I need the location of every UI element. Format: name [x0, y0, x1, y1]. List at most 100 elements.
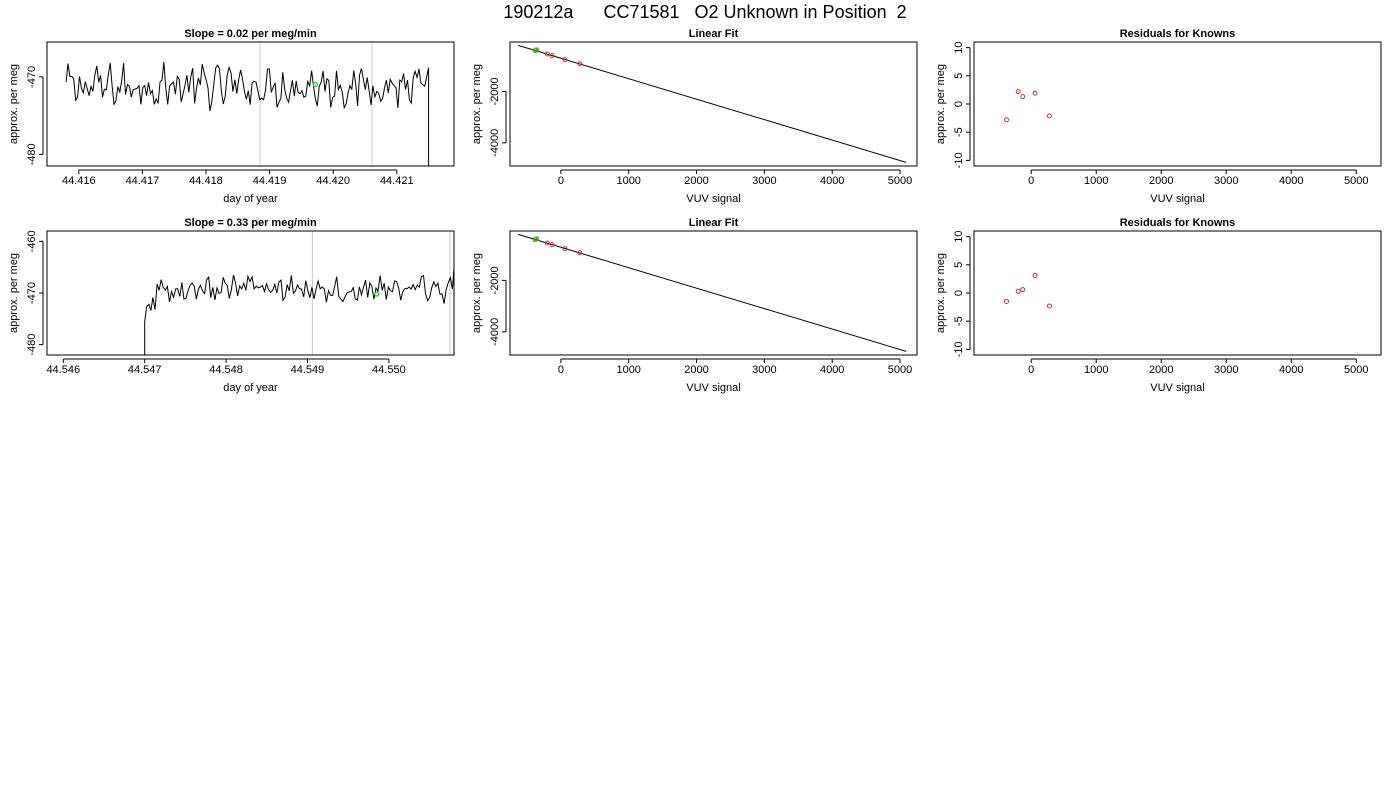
- x-tick-label: 3000: [1214, 175, 1238, 187]
- x-tick-label: 4000: [1279, 175, 1303, 187]
- unknown-point: [533, 47, 540, 53]
- y-tick-label: -470: [26, 66, 38, 88]
- x-tick-label: 44.421: [380, 175, 414, 187]
- known-point: [1015, 288, 1021, 294]
- unknown-point: [533, 236, 540, 242]
- x-tick-label: 44.419: [253, 175, 287, 187]
- x-tick-label: 2000: [684, 175, 708, 187]
- y-tick-label: -4000: [489, 129, 501, 157]
- x-tick-label: 2000: [1149, 175, 1173, 187]
- page-title: 190212a CC71581 O2 Unknown in Position 2: [503, 2, 906, 22]
- x-tick-label: 3000: [752, 364, 776, 376]
- plot-area: [517, 233, 907, 352]
- x-tick-label: 4000: [820, 175, 844, 187]
- panel-6: Residuals for Knowns 0 1000 2000 3000 4000 500…: [935, 217, 1382, 394]
- unknown-point: [312, 81, 319, 88]
- x-tick-label: 0: [558, 364, 564, 376]
- y-tick-label: -460: [26, 230, 38, 252]
- x-tick-label: 5000: [888, 175, 912, 187]
- y-tick-label: -10: [953, 341, 965, 357]
- x-tick-label: 4000: [1279, 364, 1303, 376]
- known-point: [1004, 298, 1010, 304]
- known-point: [577, 250, 583, 256]
- y-tick-label: -4000: [489, 318, 501, 346]
- y-tick-label: -10: [953, 152, 965, 168]
- x-tick-label: 44.548: [209, 364, 243, 376]
- plot-frame: [46, 230, 455, 356]
- panel-2: Linear Fit 0 1000 2000 3000 4000 5000 VUV signa…: [471, 28, 918, 205]
- x-tick-label: 2000: [684, 364, 708, 376]
- x-tick-label: 5000: [888, 364, 912, 376]
- known-point: [562, 57, 568, 63]
- x-tick-label: 1000: [616, 175, 640, 187]
- known-point: [549, 53, 555, 59]
- y-tick-label: 0: [953, 101, 965, 107]
- y-tick-label: -5: [953, 316, 965, 326]
- y-tick-label: -470: [26, 282, 38, 304]
- plot-area: [144, 231, 454, 355]
- known-point: [1046, 113, 1052, 119]
- panel-title: Linear Fit: [689, 28, 739, 40]
- y-tick-label: -5: [953, 127, 965, 137]
- plot-frame: [509, 41, 918, 167]
- y-axis-label: approx. per meg: [471, 253, 483, 333]
- known-point: [1020, 94, 1026, 100]
- known-point: [562, 246, 568, 252]
- known-point: [577, 61, 583, 67]
- x-tick-label: 44.550: [372, 364, 406, 376]
- y-axis-label: approx. per meg: [8, 64, 20, 144]
- known-point: [1032, 90, 1038, 96]
- x-tick-label: 44.416: [62, 175, 96, 187]
- x-tick-label: 44.417: [126, 175, 160, 187]
- plot-area: [1004, 273, 1052, 309]
- x-tick-label: 44.549: [291, 364, 325, 376]
- x-tick-label: 5000: [1344, 364, 1368, 376]
- x-tick-label: 1000: [616, 364, 640, 376]
- y-tick-label: 0: [953, 290, 965, 296]
- data-trace: [65, 62, 430, 166]
- y-axis-label: approx. per meg: [471, 64, 483, 144]
- panel-title: Residuals for Knowns: [1120, 28, 1236, 40]
- x-tick-label: 3000: [752, 175, 776, 187]
- fit-line: [517, 233, 907, 352]
- x-tick-label: 44.546: [46, 364, 80, 376]
- known-point: [549, 242, 555, 248]
- plot-frame: [973, 230, 1382, 356]
- y-tick-label: 5: [953, 262, 965, 268]
- x-tick-label: 0: [558, 175, 564, 187]
- panel-title: Slope = 0.33 per meg/min: [184, 217, 317, 229]
- panel-title: Linear Fit: [689, 217, 739, 229]
- y-axis-label: approx. per meg: [8, 253, 20, 333]
- y-axis-label: approx. per meg: [935, 64, 947, 144]
- plot-frame: [46, 41, 455, 167]
- panel-4: Slope = 0.33 per meg/min 44.546 44.547 44.5…: [8, 217, 455, 394]
- fit-line: [517, 44, 907, 163]
- y-tick-label: 10: [953, 231, 965, 243]
- known-point: [1046, 303, 1052, 309]
- y-tick-label: -480: [26, 334, 38, 356]
- data-trace: [144, 268, 454, 355]
- x-tick-label: 44.547: [128, 364, 162, 376]
- panel-5: Linear Fit 0 1000 2000 3000 4000 5000 VUV signa…: [471, 217, 918, 394]
- y-tick-label: -2000: [489, 77, 501, 105]
- plot-area: [1004, 89, 1052, 123]
- x-tick-label: 44.420: [316, 175, 350, 187]
- known-point: [1004, 117, 1010, 123]
- x-tick-label: 44.418: [189, 175, 223, 187]
- plot-frame: [973, 41, 1382, 167]
- plot-frame: [509, 230, 918, 356]
- panel-title: Residuals for Knowns: [1120, 217, 1236, 229]
- x-axis-label: VUV signal: [686, 193, 740, 205]
- x-tick-label: 0: [1028, 175, 1034, 187]
- known-point: [544, 240, 550, 246]
- x-axis-label: day of year: [223, 382, 278, 394]
- known-point: [544, 51, 550, 57]
- y-tick-label: -480: [26, 143, 38, 165]
- y-axis-label: approx. per meg: [935, 253, 947, 333]
- x-axis-label: day of year: [223, 193, 278, 205]
- x-tick-label: 1000: [1084, 175, 1108, 187]
- panel-3: Residuals for Knowns 0 1000 2000 3000 4000 500…: [935, 28, 1382, 205]
- y-tick-label: 5: [953, 73, 965, 79]
- x-axis-label: VUV signal: [686, 382, 740, 394]
